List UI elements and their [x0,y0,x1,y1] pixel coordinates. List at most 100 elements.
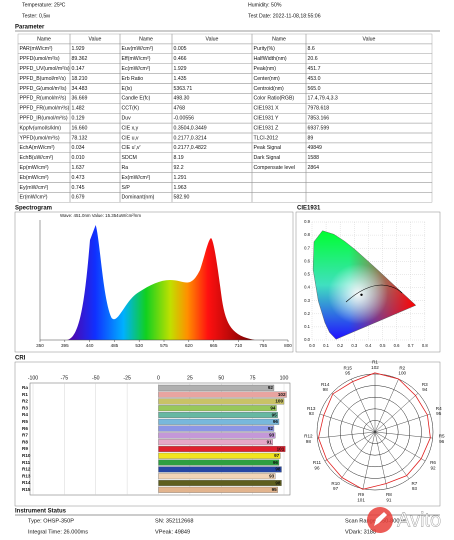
table-cell [305,192,433,203]
table-cell [305,43,433,55]
polar-label: R1 [372,360,378,365]
table-text: EchB(uW/cm²) [20,155,54,161]
bar [158,384,275,391]
table-text: 2864 [308,165,320,171]
bar [158,473,276,480]
section-title: Spectrogram [15,206,52,212]
y-tick-label: 0.4 [304,285,310,290]
table-text: PAR(mW/cm²) [20,46,53,52]
locus-white [312,230,417,340]
table-cell [171,152,253,163]
value-label: 101 [277,446,285,451]
humidity: Humidity: 50% [248,2,282,8]
polar-label: R15 [344,365,353,370]
table-text: Ey(mW/cm²) [20,185,49,191]
section-title: CRI [15,356,26,362]
table-cell [251,172,307,183]
table-text: Duv [122,116,132,122]
table-text: PPFD_G(umol/m²/s) [20,86,67,92]
table-cell [305,132,433,144]
table-cell [305,83,433,94]
table-text: E(lx) [122,86,133,92]
color-point [360,293,363,296]
table-text: 78.132 [72,135,88,141]
table-text: PPFD(umol/m²/s) [20,56,60,62]
bar [158,391,287,398]
value-label: 98 [275,480,281,485]
table-text: S/P [122,185,131,191]
column-header: Name [139,36,153,42]
x-tick-label: 710 [235,343,243,348]
value-label: 98 [275,467,281,472]
row-label: R4 [22,412,28,417]
x-tick-label: 50 [218,375,224,381]
table-text: PPFD_IR(umol/m²/s) [20,116,68,122]
x-tick-label: 755 [259,343,267,348]
table-text: 20.6 [308,56,318,62]
table-cell [171,162,253,173]
table-text: 1.963 [174,185,187,191]
cri-bars: -100 -75 -50 -25 0 25 50 75 100 Ra 92 R1 102 R2 100 R3 9… [22,375,288,495]
x-tick-label: 665 [210,343,218,348]
table-cell [305,63,433,74]
x-tick-label: 0.7 [408,343,414,348]
polar-label: R6 [430,460,436,465]
table-text: 1.637 [72,165,85,171]
planck-locus [345,284,403,303]
value-label: 91 [267,440,273,445]
value-label: 100 [275,399,283,404]
table-text: CIE u',v' [122,145,141,151]
polar-value: 94 [422,387,428,392]
tester: Tester: 0,5м [22,13,50,19]
x-tick-label: 575 [160,343,168,348]
table-text: Peak Signal [254,145,282,151]
table-text: 0.147 [72,66,85,72]
table-text: 6937.599 [308,125,330,131]
table-text: 0.745 [72,185,85,191]
value-label: 97 [274,453,280,458]
polar-value: 92 [430,465,436,470]
column-header: Value [89,36,102,42]
table-text: TLCI-2012 [254,135,279,141]
table-text: Center(nm) [254,76,281,82]
row-label: R11 [22,460,31,465]
table-text: Ex(mW/cm²) [122,175,151,181]
table-text: 1.929 [72,46,85,52]
row-label: R6 [22,426,28,431]
table-text: Dark Signal [254,155,281,161]
table-text: 1.291 [174,175,187,181]
section-title: Parameter [15,25,45,31]
table-text: CCT(K) [122,106,140,112]
table-cell [305,162,433,173]
bar [158,452,281,459]
spoke [374,393,419,433]
table-cell [305,53,433,64]
bar [158,405,277,412]
x-tick-label: 75 [250,375,256,381]
readout: Wave: 451.0nm Value: 15.354uW/cm²/nm [60,213,141,218]
table-text: 89 [308,135,314,141]
x-tick-label: 0.1 [323,343,329,348]
table-cell [305,182,433,193]
x-tick-label: -75 [61,375,69,381]
x-tick-label: 530 [135,343,143,348]
bar [158,459,280,466]
polar-label: R9 [358,492,364,497]
row-label: R9 [22,446,28,451]
polar-label: R4 [436,406,442,411]
polar-value: 100 [398,371,406,376]
table-text: 18.210 [72,76,88,82]
row-label: R1 [22,392,28,397]
polar-value: 98 [323,387,329,392]
spoke [340,431,376,480]
cri-plot [29,382,291,496]
table-text: PPFD_FR(umol/m²/s) [20,106,70,112]
bar [158,480,282,486]
x-tick-label: 0.8 [422,343,428,348]
column-header: Value [363,36,376,42]
spoke [374,431,426,462]
bar [158,446,286,452]
value-label: 94 [270,406,276,411]
